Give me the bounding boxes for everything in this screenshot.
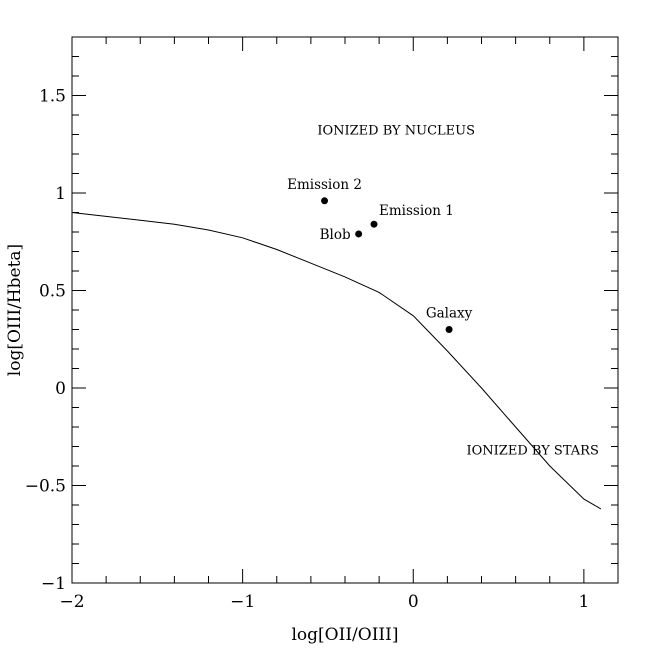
data-point [445, 326, 453, 333]
x-tick-label: −1 [230, 592, 255, 612]
y-tick-labels: −1 −0.5 0 0.5 1 1.5 [25, 87, 66, 595]
region-annotation: IONIZED BY NUCLEUS [317, 124, 475, 139]
x-axis-title: log[OII/OIII] [292, 625, 399, 645]
data-point [321, 197, 329, 205]
y-tick-label: 0.5 [39, 282, 66, 302]
x-tick-label: 0 [408, 592, 419, 612]
y-tick-label: 1.5 [39, 87, 66, 107]
data-points: Emission 2 Emission 1 Blob Galaxy [287, 177, 473, 333]
x-tick-label: −2 [59, 592, 84, 612]
point-label: Emission 1 [379, 203, 454, 219]
plot-frame [71, 36, 619, 584]
region-annotations: IONIZED BY NUCLEUS IONIZED BY STARS [317, 124, 599, 459]
y-axis-title: log[OIII/Hbeta] [5, 244, 25, 376]
y-tick-label: 1 [55, 184, 66, 204]
region-annotation: IONIZED BY STARS [467, 443, 599, 458]
minor-ticks [72, 36, 619, 583]
data-point [355, 230, 363, 238]
major-ticks [71, 37, 618, 584]
x-tick-labels: −2 −1 0 1 [59, 592, 589, 612]
point-label: Blob [320, 227, 351, 243]
dividing-curve [71, 212, 602, 510]
point-label: Emission 2 [287, 177, 362, 193]
x-tick-label: 1 [578, 592, 589, 612]
y-tick-label: 0 [55, 379, 66, 399]
point-label: Galaxy [426, 306, 473, 322]
y-tick-label: −0.5 [25, 477, 66, 497]
y-tick-label: −1 [41, 574, 66, 594]
data-point [370, 220, 378, 228]
